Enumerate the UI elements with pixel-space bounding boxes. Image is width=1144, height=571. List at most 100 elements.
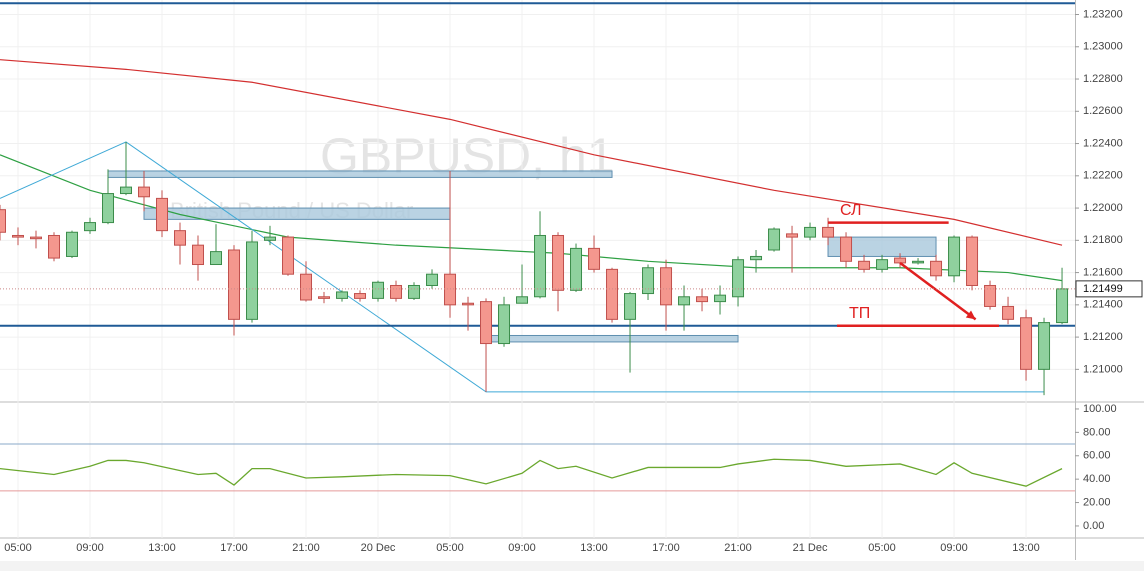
candle-body — [1020, 317, 1033, 370]
x-tick-label: 21 Dec — [793, 542, 828, 554]
y-tick-label: 40.00 — [1083, 473, 1111, 485]
candle-body — [12, 234, 25, 238]
last-price-tag — [1075, 280, 1143, 298]
candle-body — [390, 284, 403, 299]
y-tick-label: 100.00 — [1083, 403, 1117, 415]
candle-body — [534, 234, 547, 298]
x-tick-label: 13:00 — [580, 542, 608, 554]
moving-average-slow — [0, 59, 1063, 246]
annotation-label: СЛ — [840, 202, 862, 219]
candle-body — [1038, 322, 1051, 370]
candle-body — [462, 302, 475, 306]
candle-body — [516, 296, 529, 304]
zone — [107, 170, 613, 178]
candle-body — [318, 296, 331, 299]
x-tick-label: 09:00 — [940, 542, 968, 554]
y-tick-label: 1.21400 — [1083, 299, 1123, 311]
y-tick-label: 1.23000 — [1083, 41, 1123, 53]
x-tick-label: 20 Dec — [361, 542, 396, 554]
candle-body — [948, 236, 961, 277]
candle-body — [894, 257, 907, 264]
candle-body — [822, 226, 835, 238]
candle-body — [102, 193, 115, 224]
candle-body — [84, 222, 97, 232]
y-tick-label: 1.21600 — [1083, 266, 1123, 278]
candle-body — [840, 236, 853, 262]
annotation-label: ТП — [849, 305, 870, 322]
candle-body — [984, 284, 997, 307]
candle-body — [750, 255, 763, 261]
x-tick-label: 09:00 — [508, 542, 536, 554]
x-tick-label: 09:00 — [76, 542, 104, 554]
x-tick-label: 05:00 — [868, 542, 896, 554]
candle-body — [444, 273, 457, 306]
candle-body — [732, 259, 745, 298]
candle-body — [876, 259, 889, 270]
y-tick-label: 20.00 — [1083, 496, 1111, 508]
candle-body — [210, 251, 223, 266]
x-tick-label: 17:00 — [652, 542, 680, 554]
y-tick-label: 1.22600 — [1083, 105, 1123, 117]
arrow-head — [965, 310, 976, 320]
candle-body — [858, 260, 871, 270]
y-tick-label: 1.21000 — [1083, 363, 1123, 375]
candle-body — [192, 244, 205, 266]
candle-body — [930, 260, 943, 277]
candle-body — [966, 236, 979, 286]
y-tick-label: 1.22400 — [1083, 137, 1123, 149]
candle-body — [372, 281, 385, 299]
candle-body — [336, 291, 349, 299]
candle-body — [804, 226, 817, 238]
candle-body — [696, 296, 709, 303]
x-tick-label: 21:00 — [292, 542, 320, 554]
candle-body — [1002, 305, 1015, 320]
candle-body — [300, 273, 313, 301]
candle-body — [768, 228, 781, 251]
candle-body — [408, 284, 421, 299]
oscillator-line — [0, 458, 1063, 487]
candle-body — [1056, 288, 1069, 324]
candle-body — [48, 234, 61, 259]
candle-body — [642, 267, 655, 295]
zone — [143, 207, 451, 220]
candle-body — [66, 231, 79, 257]
candle-body — [624, 293, 637, 320]
candle-body — [606, 268, 619, 320]
y-tick-label: 1.22800 — [1083, 73, 1123, 85]
candle-body — [120, 186, 133, 195]
candle-body — [660, 267, 673, 306]
candle-body — [228, 249, 241, 320]
candle-body — [552, 234, 565, 291]
x-tick-label: 13:00 — [1012, 542, 1040, 554]
arrow — [899, 261, 977, 321]
candle-body — [174, 230, 187, 246]
candle-body — [678, 296, 691, 306]
toolbar — [0, 561, 1144, 571]
x-tick-label: 21:00 — [724, 542, 752, 554]
candle-body — [588, 247, 601, 270]
y-tick-label: 1.21800 — [1083, 234, 1123, 246]
y-tick-label: 1.22000 — [1083, 202, 1123, 214]
candle-body — [156, 197, 169, 232]
y-tick-label: 80.00 — [1083, 426, 1111, 438]
y-tick-label: 1.23200 — [1083, 8, 1123, 20]
last-price-label: 1.21499 — [1083, 283, 1123, 295]
candle-body — [480, 301, 493, 345]
candle-body — [30, 236, 43, 240]
y-tick-label: 60.00 — [1083, 450, 1111, 462]
candle-body — [912, 260, 925, 264]
candle-body — [0, 209, 6, 233]
candle-body — [498, 304, 511, 345]
candle-body — [786, 233, 799, 238]
x-tick-label: 05:00 — [4, 542, 32, 554]
y-tick-label: 1.22200 — [1083, 170, 1123, 182]
x-tick-label: 17:00 — [220, 542, 248, 554]
candle-body — [426, 273, 439, 286]
zone — [485, 334, 739, 343]
x-tick-label: 13:00 — [148, 542, 176, 554]
candle-body — [714, 294, 727, 303]
y-tick-label: 1.21200 — [1083, 331, 1123, 343]
candle-body — [570, 247, 583, 291]
